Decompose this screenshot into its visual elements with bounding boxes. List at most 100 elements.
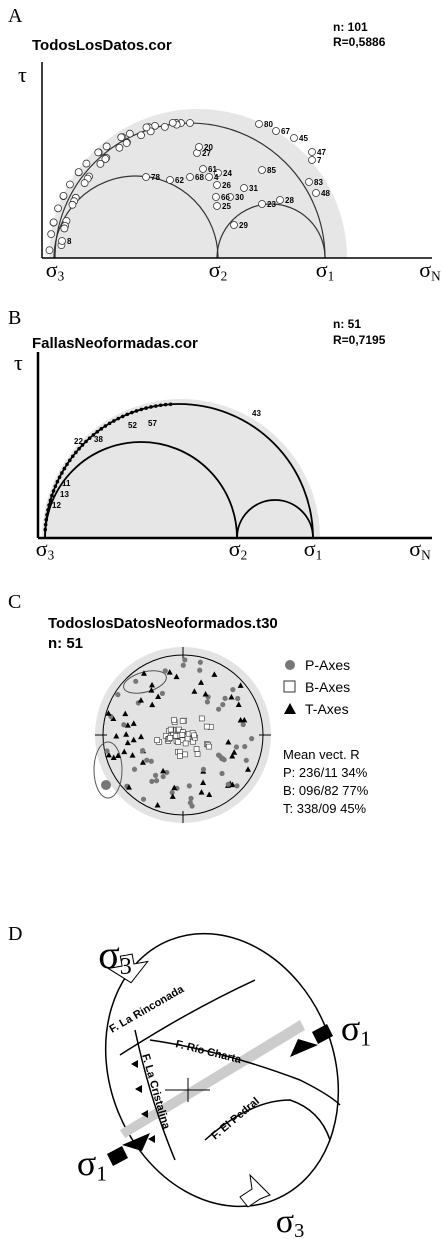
sigma-label: σN xyxy=(419,257,441,283)
point-label: 25 xyxy=(222,202,231,211)
data-point xyxy=(214,182,221,189)
p-axis xyxy=(187,783,192,788)
sigma-label: σ3 xyxy=(46,257,65,283)
point-label: 85 xyxy=(267,166,276,175)
sigma-label: σ1 xyxy=(304,536,322,562)
data-point xyxy=(167,177,174,184)
sigma-subscript: 2 xyxy=(241,547,248,562)
point-label: 29 xyxy=(239,221,248,230)
n-count: n: 51 xyxy=(333,317,361,331)
point-label: 38 xyxy=(94,435,103,444)
point-label: 43 xyxy=(252,409,261,418)
data-point xyxy=(81,180,88,187)
point-label: 11 xyxy=(62,479,71,488)
data-point xyxy=(74,451,78,455)
sigma-symbol: σ xyxy=(98,932,120,977)
data-point xyxy=(65,463,69,467)
data-point xyxy=(196,144,203,151)
p-axis xyxy=(198,660,203,665)
data-point xyxy=(68,458,72,462)
data-point xyxy=(52,489,56,493)
sigma-symbol: σ xyxy=(409,536,421,561)
figure: A TodosLosDatos.cor n: 101 R=0,5886 τ B … xyxy=(0,0,443,1239)
p-axis xyxy=(160,691,165,696)
data-point xyxy=(277,197,284,204)
sigma-subscript: N xyxy=(421,547,431,562)
p-axis xyxy=(170,790,175,795)
b-axis xyxy=(195,752,200,757)
data-point xyxy=(187,174,194,181)
data-point xyxy=(231,222,238,229)
p-axis xyxy=(234,783,239,788)
b-axis xyxy=(183,741,188,746)
p-axis xyxy=(222,696,227,701)
data-point xyxy=(169,119,176,126)
data-point xyxy=(169,402,173,406)
b-axis xyxy=(180,732,185,737)
data-point xyxy=(75,169,82,176)
data-point xyxy=(241,185,248,192)
point-label: 80 xyxy=(264,120,273,129)
data-point xyxy=(104,424,108,428)
sigma-symbol: σ xyxy=(341,1008,360,1048)
thrust-tooth xyxy=(131,1060,138,1068)
p-axis xyxy=(154,778,159,783)
b-axis xyxy=(206,744,211,749)
panel-title: FallasNeoformadas.cor xyxy=(32,335,198,352)
r-value: R=0,7195 xyxy=(333,333,386,347)
point-label: 8 xyxy=(67,237,72,246)
tau-label: τ xyxy=(14,350,23,375)
p-axis xyxy=(219,771,224,776)
sigma-label: σ2 xyxy=(229,536,247,562)
data-point xyxy=(306,179,313,186)
data-point xyxy=(88,436,92,440)
data-point xyxy=(154,404,158,408)
data-point xyxy=(61,225,68,232)
panel-letter: A xyxy=(8,5,23,27)
data-point xyxy=(143,124,150,131)
sigma-label: σ2 xyxy=(209,257,227,283)
p-axis xyxy=(205,699,210,704)
data-point xyxy=(63,467,67,471)
data-point xyxy=(126,130,133,137)
panel-letter: B xyxy=(8,307,21,329)
data-point xyxy=(123,140,130,147)
p-axis xyxy=(182,657,187,662)
data-point xyxy=(161,123,168,130)
data-point xyxy=(47,503,51,507)
point-label: 24 xyxy=(223,169,232,178)
p-axis xyxy=(188,800,193,805)
b-axis xyxy=(199,716,204,721)
thrust-tooth xyxy=(148,1135,155,1143)
b-axis xyxy=(176,740,181,745)
data-point xyxy=(187,120,194,127)
data-point xyxy=(135,409,139,413)
data-point xyxy=(309,149,316,156)
p-axis xyxy=(219,756,224,761)
data-point xyxy=(44,523,48,527)
sigma-symbol: σ xyxy=(419,257,431,282)
data-point xyxy=(60,192,67,199)
data-point xyxy=(84,440,88,444)
data-point xyxy=(103,143,110,150)
stat-line: Mean vect. R xyxy=(283,747,360,762)
legend-label: P-Axes xyxy=(305,657,350,673)
r-value: R=0,5886 xyxy=(333,35,386,49)
data-point xyxy=(149,405,153,409)
b-axis xyxy=(182,752,187,757)
data-point xyxy=(116,417,120,421)
sigma-subscript: N xyxy=(431,268,441,283)
b-axis xyxy=(185,736,190,741)
p-axis xyxy=(132,767,137,772)
stat-line: P: 236/11 34% xyxy=(283,765,368,780)
point-label: 48 xyxy=(321,189,330,198)
legend-marker xyxy=(284,681,295,692)
data-point xyxy=(99,427,103,431)
sigma-subscript: 1 xyxy=(316,547,323,562)
point-label: 22 xyxy=(74,437,83,446)
data-point xyxy=(144,406,148,410)
data-point xyxy=(130,411,134,415)
point-label: 57 xyxy=(148,419,157,428)
point-label: 66 xyxy=(221,193,230,202)
b-axis xyxy=(204,724,209,729)
